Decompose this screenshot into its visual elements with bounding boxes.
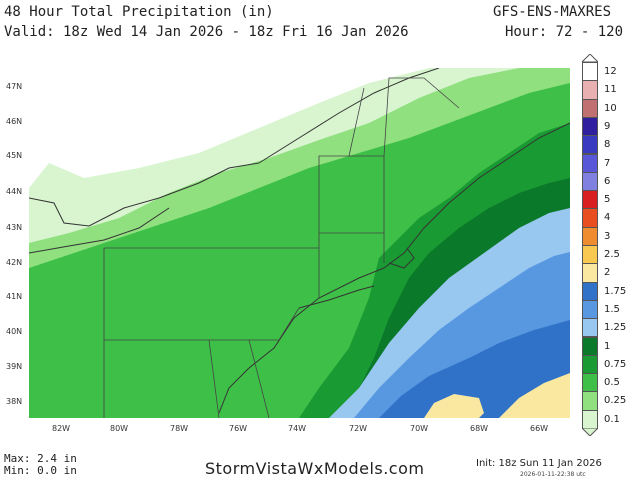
legend-swatch bbox=[582, 116, 598, 137]
precip-2-area-east bbox=[499, 373, 570, 418]
legend-label: 11 bbox=[604, 84, 617, 96]
lat-label: 45N bbox=[6, 151, 23, 160]
legend-swatch bbox=[582, 62, 598, 82]
east-coast bbox=[218, 122, 570, 414]
model-name: GFS-ENS-MAXRES bbox=[493, 4, 612, 20]
lon-label: 70W bbox=[410, 424, 429, 433]
init-time: Init: 18z Sun 11 Jan 2026 bbox=[476, 458, 602, 469]
pa-border bbox=[103, 248, 300, 341]
lat-label: 46N bbox=[6, 117, 23, 126]
legend-label: 9 bbox=[604, 120, 611, 132]
lat-label: 41N bbox=[6, 292, 23, 301]
legend-label: 8 bbox=[604, 139, 611, 151]
legend-swatch bbox=[582, 171, 598, 192]
legend-swatch bbox=[582, 208, 598, 228]
lat-label: 42N bbox=[6, 258, 23, 267]
legend-label: 10 bbox=[604, 102, 617, 114]
legend-swatch bbox=[582, 190, 598, 210]
lon-label: 72W bbox=[349, 424, 368, 433]
legend-swatch bbox=[582, 391, 598, 411]
legend-swatch bbox=[582, 409, 598, 429]
legend-label: 1.75 bbox=[604, 285, 627, 297]
lon-label: 78W bbox=[170, 424, 189, 433]
legend-label: 7 bbox=[604, 157, 611, 169]
lake-erie-shore bbox=[29, 207, 170, 254]
legend-label: 1.25 bbox=[604, 322, 627, 334]
lat-label: 38N bbox=[6, 397, 23, 406]
legend-swatch bbox=[582, 373, 598, 393]
legend-swatch bbox=[582, 226, 598, 246]
precip-2-area bbox=[424, 394, 484, 418]
max-value: Max: 2.4 in bbox=[4, 452, 77, 465]
legend-label: 0.25 bbox=[604, 395, 627, 407]
md-va-border bbox=[103, 339, 270, 418]
lat-label: 44N bbox=[6, 187, 23, 196]
cape-cod bbox=[388, 247, 415, 269]
legend-swatch bbox=[582, 281, 598, 301]
legend-swatch bbox=[582, 153, 598, 173]
generated-timestamp: 2026-01-11-22:38 utc bbox=[520, 471, 586, 478]
long-island bbox=[298, 285, 375, 309]
map-title: 48 Hour Total Precipitation (in) bbox=[4, 4, 274, 20]
legend-swatch bbox=[582, 336, 598, 356]
lat-label: 39N bbox=[6, 362, 23, 371]
legend-label: 4 bbox=[604, 212, 611, 224]
lon-label: 76W bbox=[229, 424, 248, 433]
legend-label: 1 bbox=[604, 340, 611, 352]
legend-label: 0.1 bbox=[604, 413, 620, 425]
forecast-hour: Hour: 72 - 120 bbox=[505, 24, 624, 40]
precip-1.75-area bbox=[379, 320, 570, 418]
legend-label: 3 bbox=[604, 230, 611, 242]
lat-label: 43N bbox=[6, 223, 23, 232]
new-england-borders bbox=[318, 77, 460, 263]
lat-label: 40N bbox=[6, 327, 23, 336]
legend-label: 6 bbox=[604, 175, 611, 187]
legend-label: 2.5 bbox=[604, 249, 620, 260]
min-value: Min: 0.0 in bbox=[4, 464, 77, 477]
legend-label: 0.5 bbox=[604, 377, 620, 389]
lat-label: 47N bbox=[6, 82, 23, 91]
legend-swatch bbox=[582, 98, 598, 118]
lon-label: 66W bbox=[530, 424, 549, 433]
lon-label: 68W bbox=[470, 424, 489, 433]
legend-swatch bbox=[582, 245, 598, 265]
legend-label: 0.75 bbox=[604, 358, 627, 370]
brand-name: StormVistaWxModels.com bbox=[205, 459, 425, 478]
legend-swatch bbox=[582, 354, 598, 375]
valid-time: Valid: 18z Wed 14 Jan 2026 - 18z Fri 16 … bbox=[4, 24, 409, 40]
legend-swatch bbox=[582, 299, 598, 320]
legend-label: 2 bbox=[604, 267, 611, 279]
legend-label: 5 bbox=[604, 194, 611, 206]
legend-label: 1.5 bbox=[604, 303, 620, 315]
legend-swatch bbox=[582, 80, 598, 100]
st-lawrence-river bbox=[258, 68, 440, 164]
legend-bottom-arrow bbox=[582, 428, 598, 436]
precipitation-map bbox=[29, 68, 570, 418]
lon-label: 82W bbox=[52, 424, 71, 433]
legend-swatch bbox=[582, 263, 598, 283]
great-lakes-shore bbox=[29, 162, 260, 227]
lon-label: 74W bbox=[288, 424, 307, 433]
legend-swatch bbox=[582, 135, 598, 155]
legend-label: 12 bbox=[604, 66, 617, 77]
legend-top-arrow bbox=[582, 54, 598, 62]
lon-label: 80W bbox=[110, 424, 129, 433]
legend-swatch bbox=[582, 318, 598, 338]
